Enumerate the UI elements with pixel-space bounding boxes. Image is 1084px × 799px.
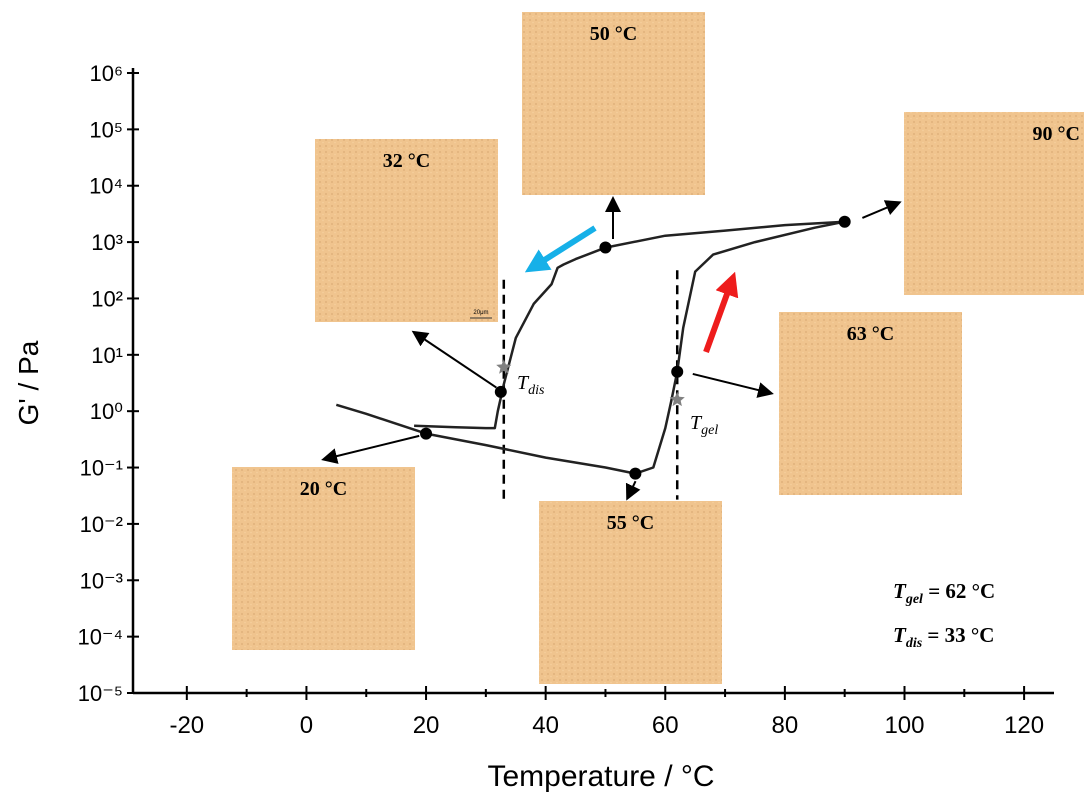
pointer-arrow bbox=[411, 330, 497, 389]
inset-label: 55 °C bbox=[607, 512, 654, 534]
annotation-text: = 33 °C bbox=[922, 623, 994, 647]
inset-image bbox=[904, 112, 1084, 295]
star-marker bbox=[669, 391, 685, 407]
y-tick-label: 10⁻¹ bbox=[80, 456, 123, 481]
cooling-arrow bbox=[524, 225, 597, 273]
scale-bar: 20μm bbox=[473, 310, 488, 316]
y-axis-title: G' / Pa bbox=[13, 340, 44, 425]
star-marker bbox=[496, 359, 512, 374]
x-tick-label: 80 bbox=[772, 712, 799, 739]
x-tick-label: -20 bbox=[169, 712, 204, 739]
x-tick-label: 60 bbox=[652, 712, 679, 739]
subscript: dis bbox=[528, 383, 545, 398]
y-tick-label: 10⁵ bbox=[89, 117, 123, 142]
y-tick-label: 10⁻⁵ bbox=[78, 681, 123, 706]
star-label: Tgel bbox=[690, 412, 718, 438]
x-tick-label: 20 bbox=[413, 712, 440, 739]
subscript: dis bbox=[906, 636, 923, 651]
pointer-arrow bbox=[321, 434, 420, 464]
y-tick-label: 10⁶ bbox=[89, 61, 123, 86]
inset-image bbox=[522, 12, 705, 195]
data-point bbox=[671, 365, 684, 378]
pointer-arrow bbox=[692, 372, 774, 398]
symbol: T bbox=[893, 623, 907, 647]
subscript: gel bbox=[905, 592, 923, 607]
x-tick-label: 40 bbox=[532, 712, 559, 739]
data-point bbox=[838, 215, 851, 228]
pointer-arrow bbox=[861, 200, 902, 219]
annotation-text: = 62 °C bbox=[923, 579, 995, 603]
inset-image bbox=[232, 467, 415, 650]
data-point bbox=[494, 385, 507, 398]
inset-image bbox=[539, 501, 722, 684]
heating-arrow bbox=[703, 271, 739, 354]
data-point bbox=[629, 467, 642, 480]
y-tick-label: 10⁻³ bbox=[80, 568, 123, 593]
x-axis-title: Temperature / °C bbox=[487, 760, 714, 793]
inset-label: 90 °C bbox=[1033, 123, 1080, 145]
inset-image bbox=[779, 312, 962, 495]
inset-label: 63 °C bbox=[847, 323, 894, 345]
y-tick-label: 10² bbox=[91, 286, 123, 311]
data-point bbox=[420, 427, 433, 440]
x-tick-label: 120 bbox=[1004, 712, 1044, 739]
star-label: Tdis bbox=[517, 372, 545, 398]
y-tick-label: 10⁻² bbox=[80, 512, 123, 537]
inset-label: 20 °C bbox=[300, 478, 347, 500]
inset-label: 32 °C bbox=[383, 150, 430, 172]
inset-image bbox=[315, 139, 498, 322]
annotation: Tdis = 33 °C bbox=[893, 623, 994, 651]
data-point bbox=[599, 241, 612, 254]
y-tick-label: 10³ bbox=[91, 230, 123, 255]
y-tick-label: 10⁻⁴ bbox=[77, 625, 123, 650]
symbol: T bbox=[690, 412, 703, 434]
y-tick-label: 10¹ bbox=[91, 343, 123, 368]
inset-label: 50 °C bbox=[590, 23, 637, 45]
symbol: T bbox=[517, 372, 530, 394]
annotation: Tgel = 62 °C bbox=[893, 579, 995, 607]
x-tick-label: 100 bbox=[884, 712, 924, 739]
y-tick-label: 10⁰ bbox=[90, 399, 123, 424]
y-tick-label: 10⁴ bbox=[89, 174, 123, 199]
curve bbox=[414, 220, 845, 430]
pointer-arrow bbox=[625, 480, 641, 501]
subscript: gel bbox=[701, 423, 718, 438]
symbol: T bbox=[893, 579, 907, 603]
x-tick-label: 0 bbox=[300, 712, 313, 739]
